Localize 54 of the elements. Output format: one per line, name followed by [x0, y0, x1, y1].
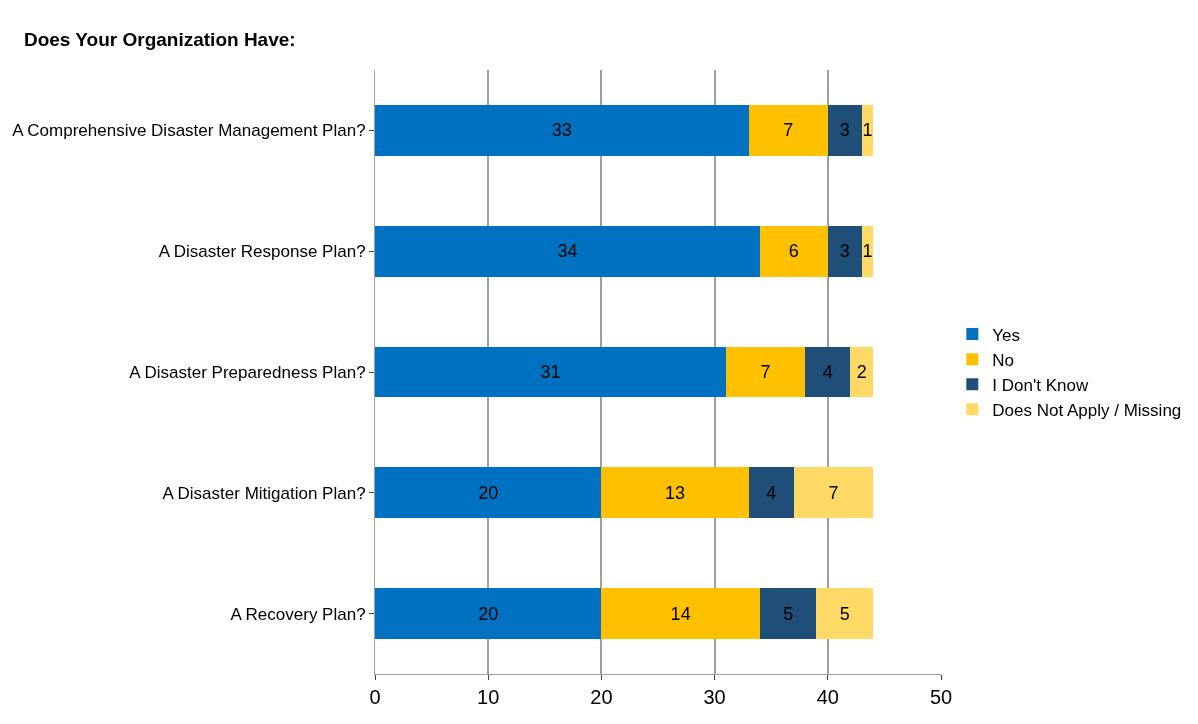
y-tick-label: A Disaster Response Plan?	[158, 242, 366, 262]
bar	[748, 467, 794, 519]
x-tick-label: 50	[929, 686, 953, 708]
data-label: 3	[839, 120, 850, 141]
bar	[601, 467, 749, 519]
data-label: 34	[557, 241, 578, 262]
bar	[805, 346, 851, 398]
data-label: 7	[783, 120, 794, 141]
x-tick-label: 40	[816, 686, 839, 708]
bar	[850, 346, 874, 398]
bar	[375, 467, 602, 519]
data-label: 2	[856, 362, 867, 382]
data-label: 1	[862, 120, 873, 141]
bar	[827, 105, 862, 156]
data-label: 14	[670, 603, 691, 624]
bar	[793, 467, 874, 519]
legend-label: No	[992, 350, 1015, 370]
legend-label: I Don't Know	[992, 375, 1089, 395]
data-label: 5	[839, 603, 850, 624]
bar	[759, 225, 828, 277]
data-label: 3	[839, 241, 850, 262]
y-tick-label: A Disaster Mitigation Plan?	[162, 483, 366, 503]
bar	[725, 346, 806, 398]
bar	[375, 105, 749, 156]
data-label: 4	[822, 362, 833, 382]
bar	[375, 225, 760, 277]
data-label: 7	[828, 482, 839, 503]
bar	[375, 588, 602, 639]
y-tick-label: A Recovery Plan?	[230, 604, 366, 624]
bar	[748, 105, 828, 156]
data-label: 1	[862, 241, 873, 262]
data-label: 20	[478, 482, 499, 503]
x-tick-label: 30	[703, 686, 726, 708]
x-tick-label: 10	[477, 686, 500, 708]
data-label: 5	[783, 603, 794, 624]
bar	[601, 588, 760, 639]
bar	[375, 346, 726, 398]
data-label: 4	[766, 482, 777, 503]
bar	[827, 225, 862, 277]
y-tick-label: A Disaster Preparedness Plan?	[129, 362, 366, 382]
data-label: 6	[788, 241, 799, 262]
x-tick-label: 20	[590, 686, 613, 708]
text: Does Your Organization Have:	[23, 28, 296, 50]
data-label: 7	[760, 362, 771, 382]
legend-label: Does Not Apply / Missing	[992, 400, 1182, 420]
data-label: 13	[664, 482, 685, 503]
bar	[759, 588, 817, 639]
x-tick-label: 0	[369, 686, 381, 708]
legend-label: Yes	[992, 325, 1021, 345]
data-label: 31	[540, 362, 561, 382]
y-tick-label: A Comprehensive Disaster Management Plan?	[12, 121, 366, 141]
data-label: 33	[551, 120, 572, 141]
bar	[816, 588, 874, 639]
data-label: 20	[478, 603, 499, 624]
